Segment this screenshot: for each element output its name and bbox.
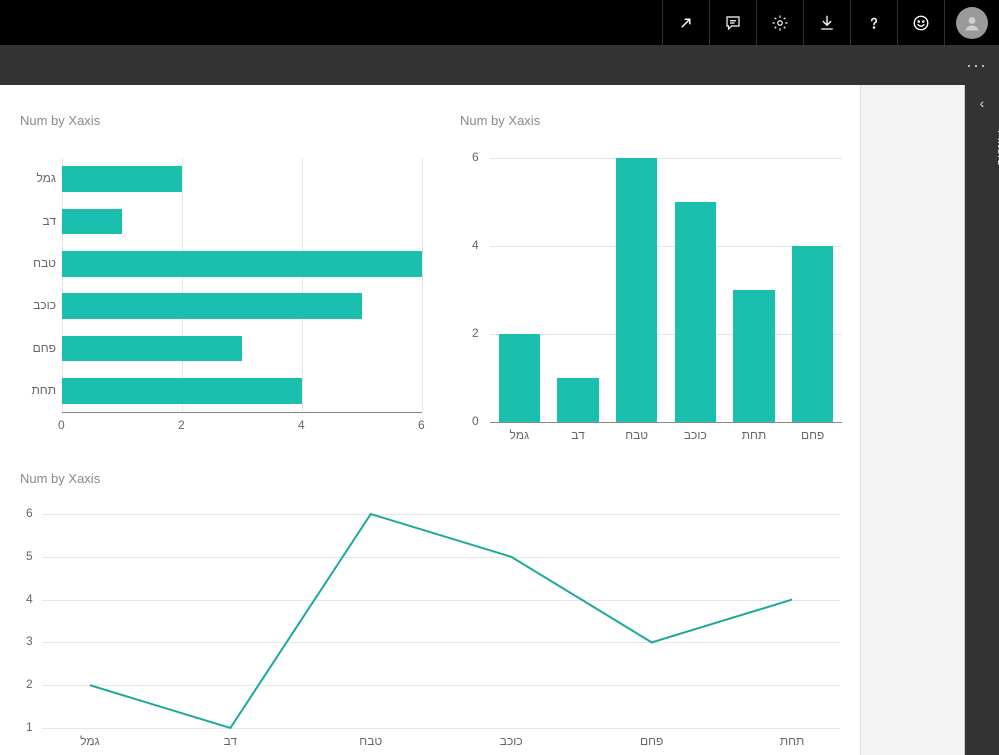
download-button[interactable] xyxy=(803,0,850,45)
x-tick: 0 xyxy=(58,418,65,432)
category-label: כוכב xyxy=(33,298,56,312)
bar[interactable] xyxy=(62,166,182,191)
category-label: טבח xyxy=(33,256,56,270)
y-tick: 6 xyxy=(472,150,479,164)
bar[interactable] xyxy=(62,209,122,234)
category-label: פחם xyxy=(33,341,56,355)
bar[interactable] xyxy=(792,246,833,422)
chart-title: Num by Xaxis xyxy=(10,107,430,130)
bar[interactable] xyxy=(616,158,657,422)
bar[interactable] xyxy=(62,251,422,276)
category-label: תחת xyxy=(772,734,812,748)
x-tick: 2 xyxy=(178,418,185,432)
category-label: טבח xyxy=(619,428,655,442)
action-bar: ··· xyxy=(0,45,999,85)
category-label: תחת xyxy=(736,428,772,442)
report-canvas: Num by Xaxis 0 2 4 6 גמל דב טבח כוכב פחם תחת Num … xyxy=(0,85,861,755)
line-chart[interactable]: Num by Xaxis 123456גמלדבטבחכוכבפחםתחת xyxy=(10,465,850,735)
expand-button[interactable] xyxy=(662,0,709,45)
chart-title: Num by Xaxis xyxy=(450,107,850,130)
y-tick: 2 xyxy=(472,326,479,340)
gridline xyxy=(490,334,842,335)
chevron-left-icon: ‹ xyxy=(965,95,999,111)
top-toolbar xyxy=(0,0,999,45)
chart-title: Num by Xaxis xyxy=(10,465,850,488)
gridline xyxy=(490,246,842,247)
category-label: גמל xyxy=(70,734,110,748)
category-label: טבח xyxy=(351,734,391,748)
category-label: פחם xyxy=(795,428,831,442)
account-avatar-button[interactable] xyxy=(944,0,999,45)
comment-button[interactable] xyxy=(709,0,756,45)
line-svg xyxy=(10,488,850,734)
category-label: גמל xyxy=(36,171,56,185)
gridline xyxy=(62,158,63,412)
y-tick: 4 xyxy=(472,238,479,252)
category-label: פחם xyxy=(632,734,672,748)
x-tick: 6 xyxy=(418,418,425,432)
category-label: גמל xyxy=(501,428,537,442)
avatar-icon xyxy=(956,7,988,39)
filters-label: Filters xyxy=(975,130,999,166)
bar[interactable] xyxy=(675,202,716,422)
bar[interactable] xyxy=(62,293,362,318)
bar[interactable] xyxy=(62,336,242,361)
canvas-gutter xyxy=(861,85,965,755)
category-label: דב xyxy=(43,214,56,228)
y-tick: 0 xyxy=(472,414,479,428)
axis-line xyxy=(62,412,422,413)
feedback-smile-button[interactable] xyxy=(897,0,944,45)
category-label: תחת xyxy=(32,383,56,397)
category-label: דב xyxy=(210,734,250,748)
line-series[interactable] xyxy=(90,514,792,728)
gridline xyxy=(490,422,842,423)
more-options-button[interactable]: ··· xyxy=(966,55,987,76)
hbar-chart[interactable]: Num by Xaxis 0246גמלדבטבחכוכבפחםתחת xyxy=(10,107,430,407)
vbar-chart[interactable]: Num by Xaxis 0246גמלדבטבחכוכבתחתפחם xyxy=(450,107,850,437)
gridline xyxy=(302,158,303,412)
help-button[interactable] xyxy=(850,0,897,45)
gridline xyxy=(422,158,423,412)
category-label: כוכב xyxy=(677,428,713,442)
gridline xyxy=(182,158,183,412)
bar[interactable] xyxy=(499,334,540,422)
bar[interactable] xyxy=(62,378,302,403)
category-label: דב xyxy=(560,428,596,442)
bar[interactable] xyxy=(733,290,774,422)
category-label: כוכב xyxy=(491,734,531,748)
settings-button[interactable] xyxy=(756,0,803,45)
bar[interactable] xyxy=(557,378,598,422)
x-tick: 4 xyxy=(298,418,305,432)
gridline xyxy=(490,158,842,159)
filters-pane-collapsed[interactable]: ‹ Filters xyxy=(965,85,999,755)
